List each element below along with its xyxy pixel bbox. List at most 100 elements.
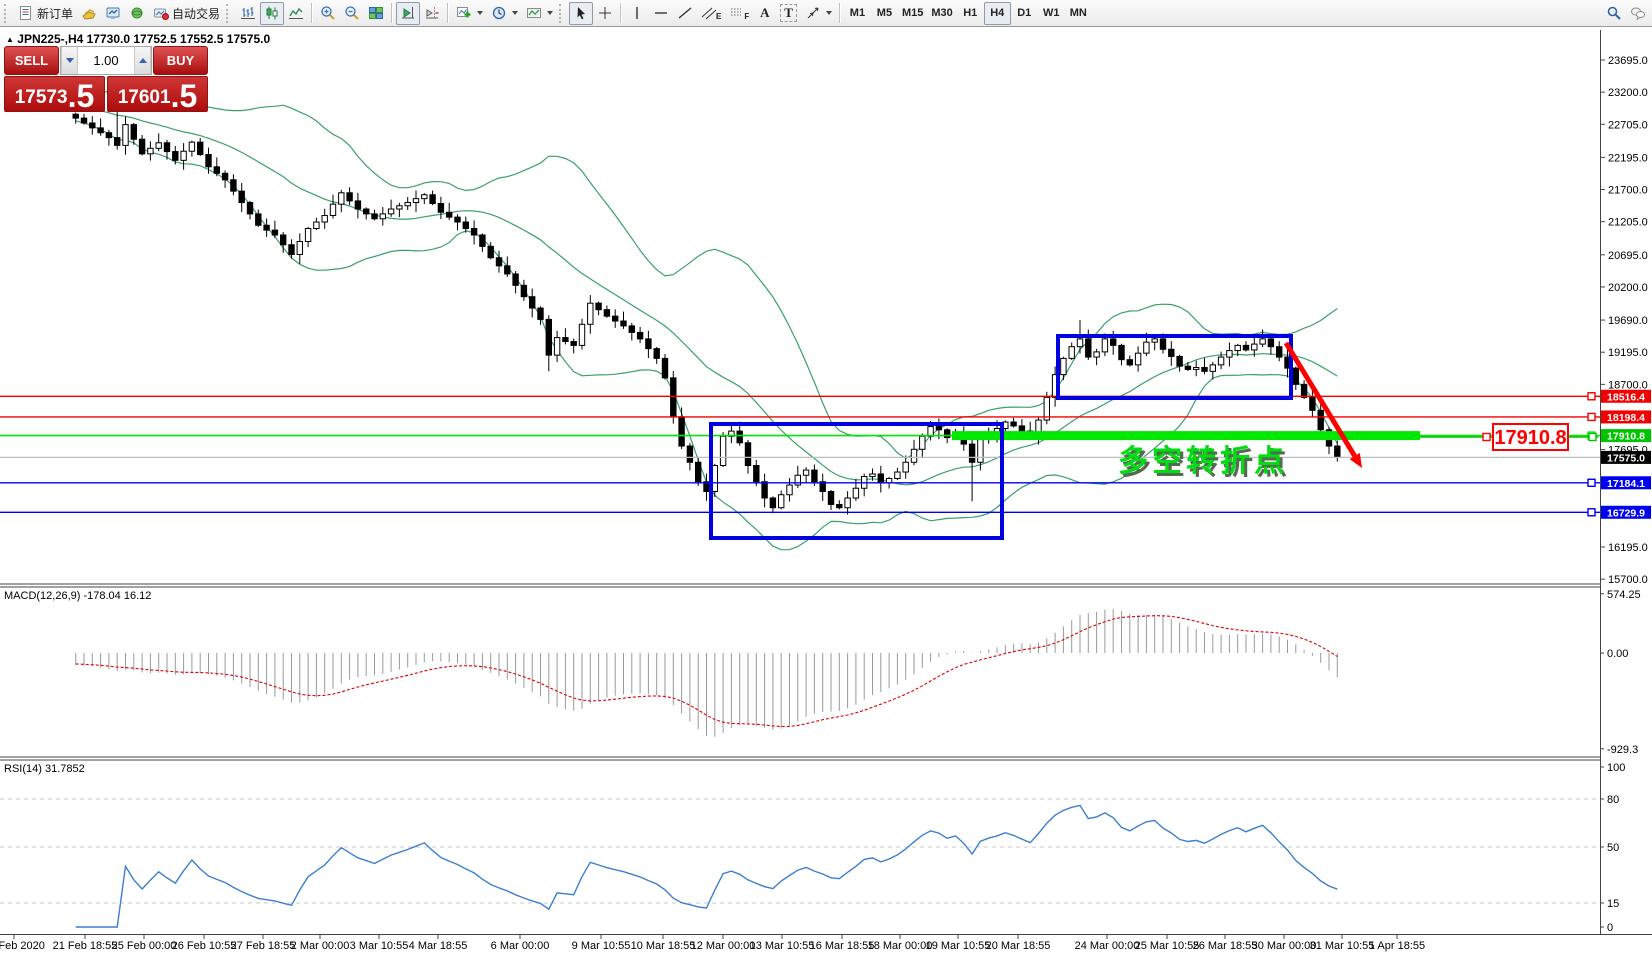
- text-tool-button[interactable]: A: [753, 2, 776, 25]
- trendline-tool-button[interactable]: [673, 2, 697, 25]
- vertical-line-tool-button[interactable]: [625, 2, 649, 25]
- timeframe-m1-button[interactable]: M1: [844, 2, 871, 25]
- channel-sub-label: E: [716, 12, 722, 21]
- volume-down-button[interactable]: [61, 47, 78, 74]
- macd-scale[interactable]: 574.25 0.00 -929.3: [1600, 589, 1641, 756]
- svg-text:23695.0: 23695.0: [1608, 55, 1648, 67]
- rsi-scale[interactable]: 100 80 50 15 0: [1600, 762, 1625, 934]
- chat-button[interactable]: [1626, 2, 1650, 25]
- svg-text:3 Mar 10:55: 3 Mar 10:55: [350, 940, 409, 952]
- tile-windows-button[interactable]: [364, 2, 388, 25]
- channel-icon: [701, 7, 717, 20]
- market-watch-button[interactable]: [77, 2, 101, 25]
- toolbar-separator: [838, 3, 841, 23]
- text-label-icon: T: [780, 4, 797, 22]
- price-level-lines[interactable]: [0, 392, 1600, 517]
- timeframe-w1-button[interactable]: W1: [1038, 2, 1065, 25]
- chevron-down-icon: [547, 11, 554, 15]
- timeframe-m5-button[interactable]: M5: [871, 2, 898, 25]
- toolbar-grip[interactable]: [4, 3, 10, 23]
- navigator-button[interactable]: [101, 2, 125, 25]
- volume-control: [60, 46, 152, 75]
- line-chart-button[interactable]: [284, 2, 308, 25]
- sell-price-int: 17573: [14, 87, 68, 108]
- bar-chart-button[interactable]: [236, 2, 260, 25]
- search-button[interactable]: [1602, 2, 1626, 25]
- auto-scroll-button[interactable]: [396, 1, 421, 25]
- svg-text:0.00: 0.00: [1607, 648, 1628, 660]
- svg-text:18700.0: 18700.0: [1608, 379, 1648, 391]
- svg-text:10 Mar 18:55: 10 Mar 18:55: [631, 940, 696, 952]
- buy-price-dec: .5: [170, 77, 198, 114]
- down-trend-arrow[interactable]: [1283, 341, 1362, 468]
- data-center-button[interactable]: [125, 2, 149, 25]
- svg-text:16 Mar 18:55: 16 Mar 18:55: [810, 940, 875, 952]
- timeframe-m30-button[interactable]: M30: [927, 2, 956, 25]
- svg-text:0: 0: [1607, 922, 1613, 934]
- toolbar-separator: [620, 3, 623, 23]
- chevron-down-icon: [512, 11, 519, 15]
- fibonacci-tool-button[interactable]: F: [725, 2, 753, 25]
- timeframe-h1-button[interactable]: H1: [957, 2, 984, 25]
- chart-shift-button[interactable]: [420, 2, 444, 25]
- svg-text:多空转折点: 多空转折点: [1121, 448, 1291, 481]
- volume-up-button[interactable]: [134, 47, 151, 74]
- svg-text:26 Feb 10:55: 26 Feb 10:55: [172, 940, 237, 952]
- svg-text:26 Mar 18:55: 26 Mar 18:55: [1193, 940, 1258, 952]
- new-order-icon: [20, 6, 31, 20]
- buy-price-display[interactable]: 17601 .5: [107, 76, 208, 112]
- sell-price-display[interactable]: 17573 .5: [4, 76, 105, 112]
- new-order-label: 新订单: [37, 6, 74, 21]
- cursor-tool-button[interactable]: [569, 1, 594, 25]
- zoom-out-button[interactable]: [340, 2, 364, 25]
- toolbar-grip[interactable]: [226, 3, 232, 23]
- price-scale[interactable]: 23695.0 23200.0 22705.0 22195.0 21700.0 21205…: [1600, 55, 1651, 586]
- fibonacci-icon: [731, 8, 742, 16]
- pane-frames: [0, 30, 1652, 935]
- svg-text:15: 15: [1607, 898, 1619, 910]
- new-order-button[interactable]: 新订单: [14, 2, 77, 25]
- text-label-tool-button[interactable]: T: [776, 2, 801, 25]
- svg-text:17910.8: 17910.8: [1607, 431, 1645, 443]
- timeframe-h4-button[interactable]: H4: [983, 1, 1011, 25]
- periods-button[interactable]: [487, 2, 522, 25]
- equidistant-channel-tool-button[interactable]: E: [697, 2, 725, 25]
- buy-button[interactable]: BUY: [153, 46, 208, 75]
- crosshair-tool-button[interactable]: [593, 2, 617, 25]
- svg-text:21700.0: 21700.0: [1608, 185, 1648, 197]
- timeframe-m15-button[interactable]: M15: [898, 2, 927, 25]
- one-click-trading-panel: SELL BUY 17573 .5 17601 .5: [4, 46, 208, 112]
- svg-text:4 Mar 18:55: 4 Mar 18:55: [409, 940, 468, 952]
- toolbar-separator: [391, 3, 394, 23]
- consolidation-boxes[interactable]: [709, 334, 1293, 540]
- zoom-out-icon: [345, 6, 359, 20]
- timeframe-d1-button[interactable]: D1: [1011, 2, 1038, 25]
- zoom-in-button[interactable]: [316, 2, 340, 25]
- templates-button[interactable]: [522, 2, 557, 25]
- svg-text:20695.0: 20695.0: [1608, 250, 1648, 262]
- toolbar-grip[interactable]: [559, 3, 565, 23]
- volume-input[interactable]: [78, 47, 134, 74]
- svg-text:80: 80: [1607, 794, 1619, 806]
- svg-text:20200.0: 20200.0: [1608, 282, 1648, 294]
- svg-text:19 Mar 10:55: 19 Mar 10:55: [926, 940, 991, 952]
- sell-button[interactable]: SELL: [4, 46, 59, 75]
- timeframe-mn-button[interactable]: MN: [1065, 2, 1092, 25]
- indicators-button[interactable]: [452, 2, 487, 25]
- price-flag-label[interactable]: 17910.8: [1420, 423, 1598, 451]
- svg-text:18 Mar 00:00: 18 Mar 00:00: [868, 940, 933, 952]
- svg-text:19690.0: 19690.0: [1608, 315, 1648, 327]
- rsi-indicator-label: RSI(14) 31.7852: [4, 763, 85, 775]
- tile-windows-icon: [369, 7, 384, 19]
- bar-chart-icon: [241, 7, 256, 19]
- arrows-tool-button[interactable]: [801, 2, 836, 25]
- candlestick-chart-button[interactable]: [260, 1, 285, 25]
- autotrading-button[interactable]: 自动交易: [149, 2, 224, 25]
- horizontal-line-tool-button[interactable]: [649, 2, 673, 25]
- svg-text:1 Apr 18:55: 1 Apr 18:55: [1369, 940, 1425, 952]
- svg-text:2 Mar 00:00: 2 Mar 00:00: [291, 940, 350, 952]
